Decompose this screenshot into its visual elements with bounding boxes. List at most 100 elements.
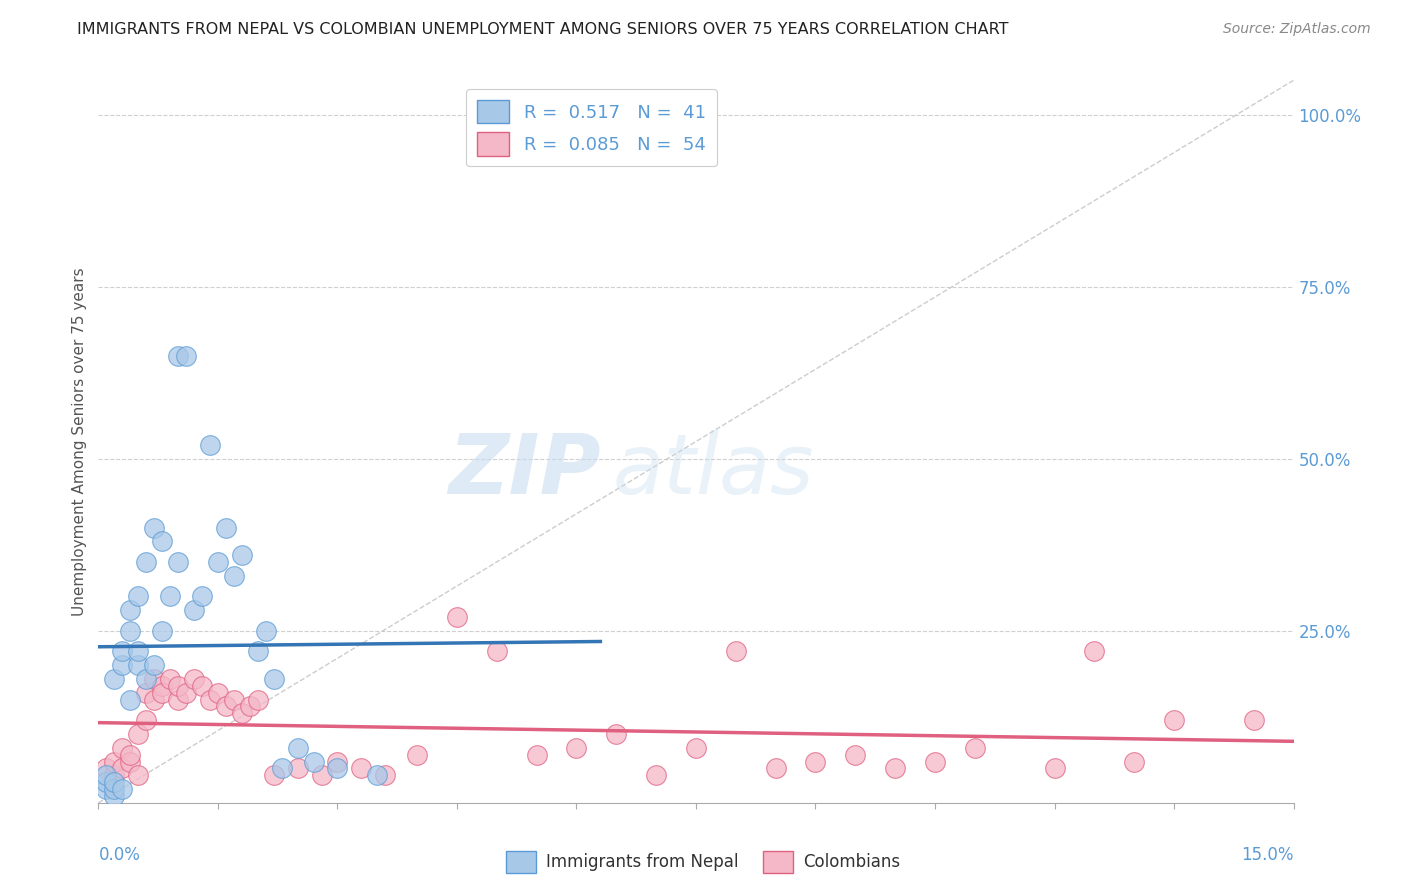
Point	[374, 768, 396, 782]
Point	[167, 349, 190, 363]
Text: IMMIGRANTS FROM NEPAL VS COLOMBIAN UNEMPLOYMENT AMONG SENIORS OVER 75 YEARS CORR: IMMIGRANTS FROM NEPAL VS COLOMBIAN UNEMP…	[77, 22, 1010, 37]
Point	[159, 590, 181, 604]
Point	[127, 590, 149, 604]
Point	[207, 555, 229, 569]
Point	[963, 740, 986, 755]
Point	[174, 686, 197, 700]
Point	[884, 761, 907, 775]
Point	[127, 658, 149, 673]
Point	[103, 755, 125, 769]
Legend: Immigrants from Nepal, Colombians: Immigrants from Nepal, Colombians	[499, 845, 907, 880]
Point	[1043, 761, 1066, 775]
Point	[143, 658, 166, 673]
Point	[326, 755, 349, 769]
Point	[724, 644, 747, 658]
Point	[645, 768, 668, 782]
Text: atlas: atlas	[613, 430, 814, 511]
Point	[96, 768, 118, 782]
Point	[167, 679, 190, 693]
Point	[406, 747, 429, 762]
Point	[287, 740, 309, 755]
Point	[150, 679, 173, 693]
Point	[246, 644, 269, 658]
Point	[103, 775, 125, 789]
Point	[263, 672, 285, 686]
Point	[605, 727, 627, 741]
Point	[270, 761, 292, 775]
Point	[111, 761, 134, 775]
Point	[222, 692, 245, 706]
Point	[1123, 755, 1146, 769]
Point	[191, 590, 214, 604]
Point	[127, 644, 149, 658]
Point	[135, 713, 157, 727]
Point	[1083, 644, 1105, 658]
Point	[111, 782, 134, 797]
Point	[366, 768, 388, 782]
Point	[120, 755, 142, 769]
Point	[167, 555, 190, 569]
Point	[485, 644, 508, 658]
Point	[96, 775, 118, 789]
Point	[198, 438, 221, 452]
Point	[167, 692, 190, 706]
Point	[685, 740, 707, 755]
Point	[143, 520, 166, 534]
Point	[159, 672, 181, 686]
Y-axis label: Unemployment Among Seniors over 75 years: Unemployment Among Seniors over 75 years	[72, 268, 87, 615]
Point	[120, 603, 142, 617]
Point	[143, 672, 166, 686]
Point	[198, 692, 221, 706]
Point	[135, 686, 157, 700]
Point	[103, 768, 125, 782]
Point	[103, 782, 125, 797]
Point	[96, 761, 118, 775]
Point	[924, 755, 946, 769]
Point	[254, 624, 277, 638]
Point	[150, 624, 173, 638]
Point	[150, 686, 173, 700]
Point	[222, 568, 245, 582]
Point	[326, 761, 349, 775]
Point	[150, 534, 173, 549]
Point	[135, 555, 157, 569]
Point	[183, 603, 205, 617]
Point	[96, 782, 118, 797]
Point	[246, 692, 269, 706]
Point	[120, 747, 142, 762]
Text: 15.0%: 15.0%	[1241, 847, 1294, 864]
Point	[287, 761, 309, 775]
Point	[526, 747, 548, 762]
Point	[239, 699, 262, 714]
Point	[215, 520, 238, 534]
Point	[231, 706, 253, 721]
Point	[183, 672, 205, 686]
Text: 0.0%: 0.0%	[98, 847, 141, 864]
Point	[103, 789, 125, 803]
Point	[135, 672, 157, 686]
Text: ZIP: ZIP	[447, 430, 600, 511]
Point	[765, 761, 787, 775]
Point	[1163, 713, 1185, 727]
Point	[565, 740, 588, 755]
Point	[231, 548, 253, 562]
Text: Source: ZipAtlas.com: Source: ZipAtlas.com	[1223, 22, 1371, 37]
Point	[302, 755, 325, 769]
Point	[804, 755, 827, 769]
Point	[111, 644, 134, 658]
Point	[844, 747, 866, 762]
Point	[120, 692, 142, 706]
Point	[311, 768, 333, 782]
Point	[263, 768, 285, 782]
Legend: R =  0.517   N =  41, R =  0.085   N =  54: R = 0.517 N = 41, R = 0.085 N = 54	[465, 89, 717, 167]
Point	[191, 679, 214, 693]
Point	[127, 768, 149, 782]
Point	[143, 692, 166, 706]
Point	[127, 727, 149, 741]
Point	[207, 686, 229, 700]
Point	[446, 610, 468, 624]
Point	[120, 624, 142, 638]
Point	[103, 672, 125, 686]
Point	[1243, 713, 1265, 727]
Point	[215, 699, 238, 714]
